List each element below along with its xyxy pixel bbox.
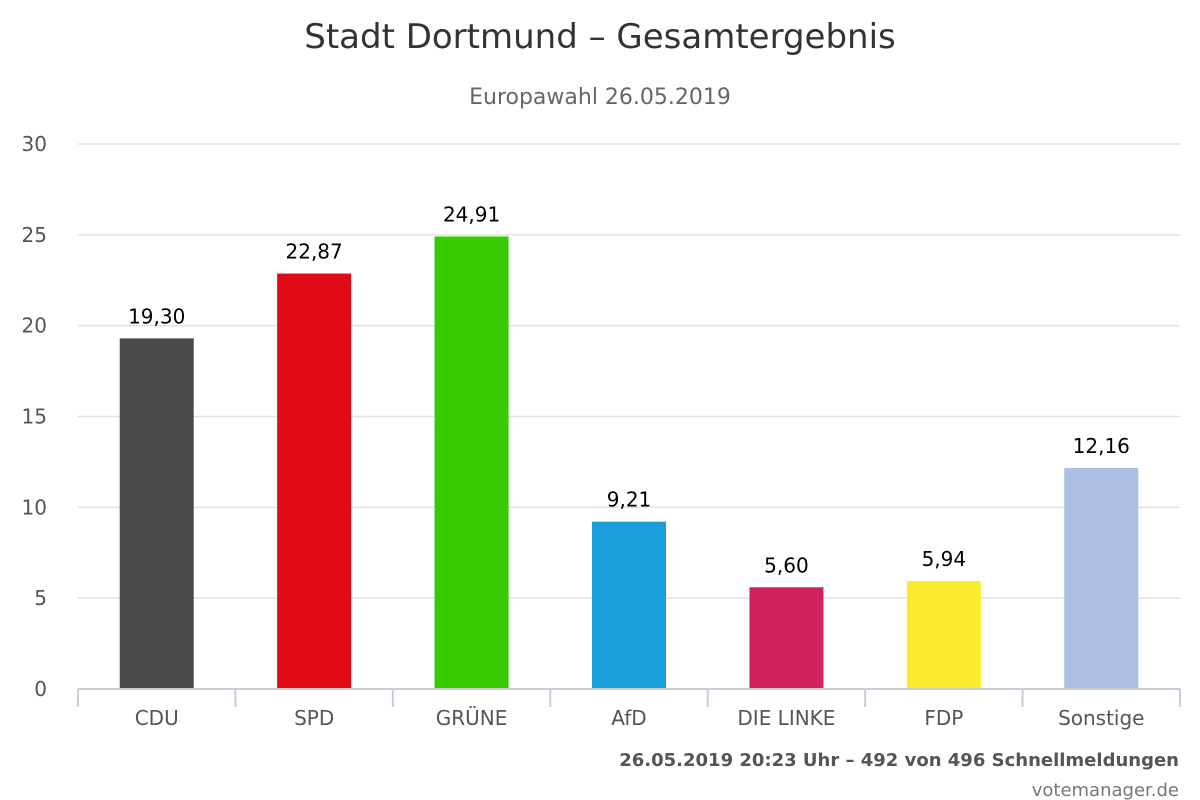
footer-credit: votemanager.de <box>1032 780 1179 800</box>
bar-cdu <box>119 338 194 689</box>
x-tick-label: Sonstige <box>1058 706 1144 730</box>
y-tick-label: 30 <box>22 132 47 156</box>
x-tick-label: GRÜNE <box>436 706 508 730</box>
footer-status: 26.05.2019 20:23 Uhr – 492 von 496 Schne… <box>619 750 1179 771</box>
x-tick-label: SPD <box>294 706 334 730</box>
data-labels: 19,30 22,87 24,91 9,21 5,60 5,94 12,16 <box>128 202 1130 577</box>
data-label: 22,87 <box>286 240 343 264</box>
bar-sonstige <box>1064 468 1139 689</box>
bar-fdp <box>906 581 981 689</box>
y-tick-label: 5 <box>34 586 47 610</box>
x-tick-label: DIE LINKE <box>737 706 835 730</box>
y-tick-label: 0 <box>34 677 47 701</box>
y-tick-label: 15 <box>22 405 47 429</box>
x-axis <box>77 688 1181 707</box>
x-tick-label: AfD <box>611 706 646 730</box>
grid-lines <box>78 143 1180 599</box>
data-label: 19,30 <box>128 304 185 328</box>
bars <box>119 236 1139 690</box>
y-axis-ticks: 0 5 10 15 20 25 30 <box>22 132 47 701</box>
bar-die-linke <box>749 587 824 689</box>
bar-spd <box>277 273 352 689</box>
chart-subtitle: Europawahl 26.05.2019 <box>469 85 731 110</box>
y-tick-label: 20 <box>22 314 47 338</box>
y-tick-label: 25 <box>22 223 47 247</box>
x-axis-ticks: CDU SPD GRÜNE AfD DIE LINKE FDP Sonstige <box>135 706 1145 730</box>
data-label: 9,21 <box>607 488 652 512</box>
bar-afd <box>592 521 666 689</box>
data-label: 5,60 <box>764 553 809 577</box>
chart-title: Stadt Dortmund – Gesamtergebnis <box>304 17 896 57</box>
data-label: 5,94 <box>922 547 967 571</box>
data-label: 12,16 <box>1073 434 1130 458</box>
y-tick-label: 10 <box>22 495 47 519</box>
x-tick-label: FDP <box>924 706 963 730</box>
data-label: 24,91 <box>443 202 500 226</box>
bar-grüne <box>434 236 509 690</box>
x-tick-label: CDU <box>135 706 179 730</box>
